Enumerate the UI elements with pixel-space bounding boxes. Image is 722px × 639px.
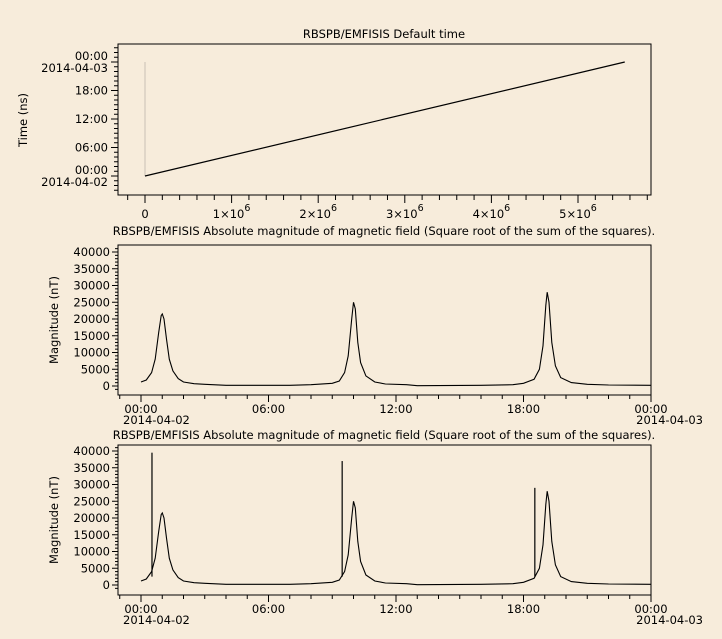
tick-mantissa: 3×10 [386,207,418,221]
x-tick-label: 5×106 [559,203,597,221]
x-tick-label: 06:00 [252,402,285,416]
y-axis-title: Magnitude (nT) [47,476,61,564]
x-tick-label: 06:00 [252,602,285,616]
time-series-line [144,61,625,177]
y-tick-label: 35000 [73,262,110,276]
x-tick-label: 00:00 [634,602,667,616]
y-tick-label: 10000 [73,545,110,559]
chart-title: RBSPB/EMFISIS Absolute magnitude of magn… [113,428,655,442]
y-tick-label: 0 [103,379,110,393]
x-tick-date: 2014-04-02 [123,613,190,627]
x-tick-date: 2014-04-03 [636,413,703,427]
y-tick-label: 40000 [73,245,110,259]
y-tick-label: 20000 [73,511,110,525]
magnitude-series-line [140,292,652,387]
magnitude-series-line [140,491,652,586]
x-tick-date: 2014-04-02 [123,413,190,427]
y-tick-date: 2014-04-03 [41,61,108,75]
plot-frame [117,244,652,396]
y-tick-date: 2014-04-02 [41,175,108,189]
x-tick-label: 18:00 [507,402,540,416]
y-tick-label: 5000 [81,362,110,376]
tick-exponent: 6 [418,203,424,214]
x-tick-date: 2014-04-03 [636,613,703,627]
y-tick-label: 25000 [73,295,110,309]
x-tick-label: 18:00 [507,602,540,616]
tick-exponent: 6 [331,203,337,214]
x-tick-label: 00:00 [124,602,157,616]
chart-title: RBSPB/EMFISIS Absolute magnitude of magn… [113,224,655,238]
y-tick-label: 15000 [73,528,110,542]
plot-frame [117,444,652,596]
tick-mantissa: 5×10 [559,207,591,221]
y-tick-label: 20000 [73,312,110,326]
x-tick-label: 2×106 [299,203,337,221]
x-tick-label: 1×106 [213,203,251,221]
tick-exponent: 6 [504,203,510,214]
magnitude-plot-2: RBSPB/EMFISIS Absolute magnitude of magn… [47,428,703,627]
y-tick-label: 30000 [73,279,110,293]
y-axis-title: Magnitude (nT) [47,276,61,364]
y-tick-label: 35000 [73,461,110,475]
x-tick-label: 12:00 [379,402,412,416]
x-tick-label: 00:00 [124,402,157,416]
tick-mantissa: 4×10 [473,207,505,221]
y-tick-label: 40000 [73,444,110,458]
y-tick-label: 00:00 [75,49,108,63]
x-tick-label: 0 [141,207,148,221]
y-tick-label: 10000 [73,346,110,360]
y-axis-title: Time (ns) [16,93,30,148]
y-tick-label: 25000 [73,494,110,508]
x-tick-label: 12:00 [379,602,412,616]
tick-mantissa: 1×10 [213,207,245,221]
tick-mantissa: 2×10 [299,207,331,221]
y-tick-label: 15000 [73,329,110,343]
y-tick-label: 12:00 [75,112,108,126]
magnitude-plot-1: RBSPB/EMFISIS Absolute magnitude of magn… [47,224,703,427]
x-tick-label: 3×106 [386,203,424,221]
x-tick-label: 4×106 [473,203,511,221]
tick-exponent: 6 [244,203,250,214]
y-tick-label: 06:00 [75,141,108,155]
x-tick-label: 00:00 [634,402,667,416]
y-tick-label: 18:00 [75,84,108,98]
y-tick-label: 0 [103,578,110,592]
y-tick-label: 30000 [73,478,110,492]
tick-exponent: 6 [591,203,597,214]
chart-title: RBSPB/EMFISIS Default time [303,27,465,41]
y-tick-label: 5000 [81,561,110,575]
y-tick-label: 00:00 [75,163,108,177]
